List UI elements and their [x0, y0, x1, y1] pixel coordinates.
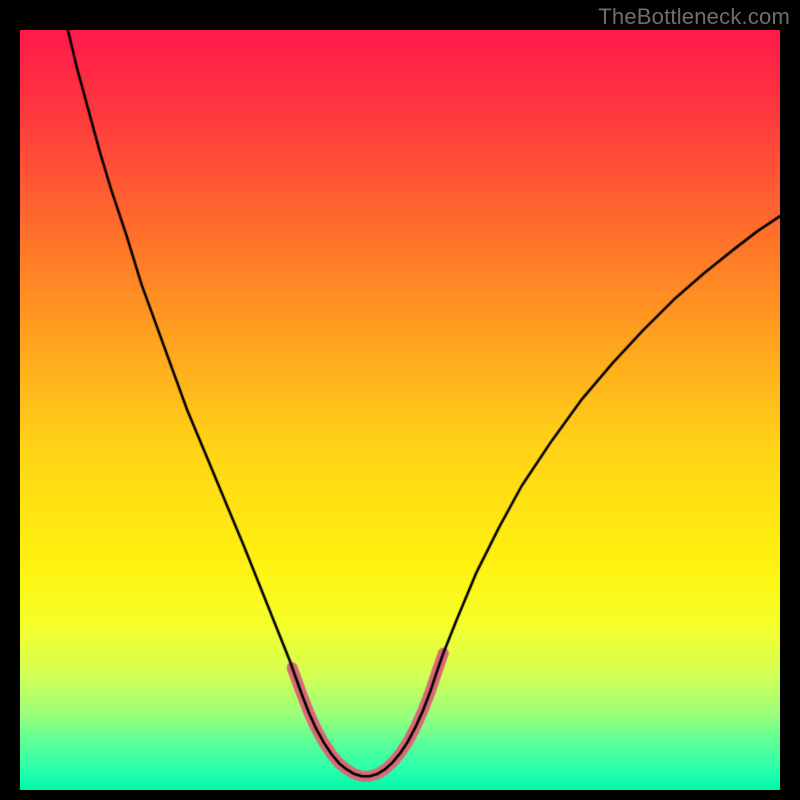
curve-canvas [20, 30, 780, 790]
chart-container: TheBottleneck.com [0, 0, 800, 800]
watermark-text: TheBottleneck.com [598, 4, 790, 30]
